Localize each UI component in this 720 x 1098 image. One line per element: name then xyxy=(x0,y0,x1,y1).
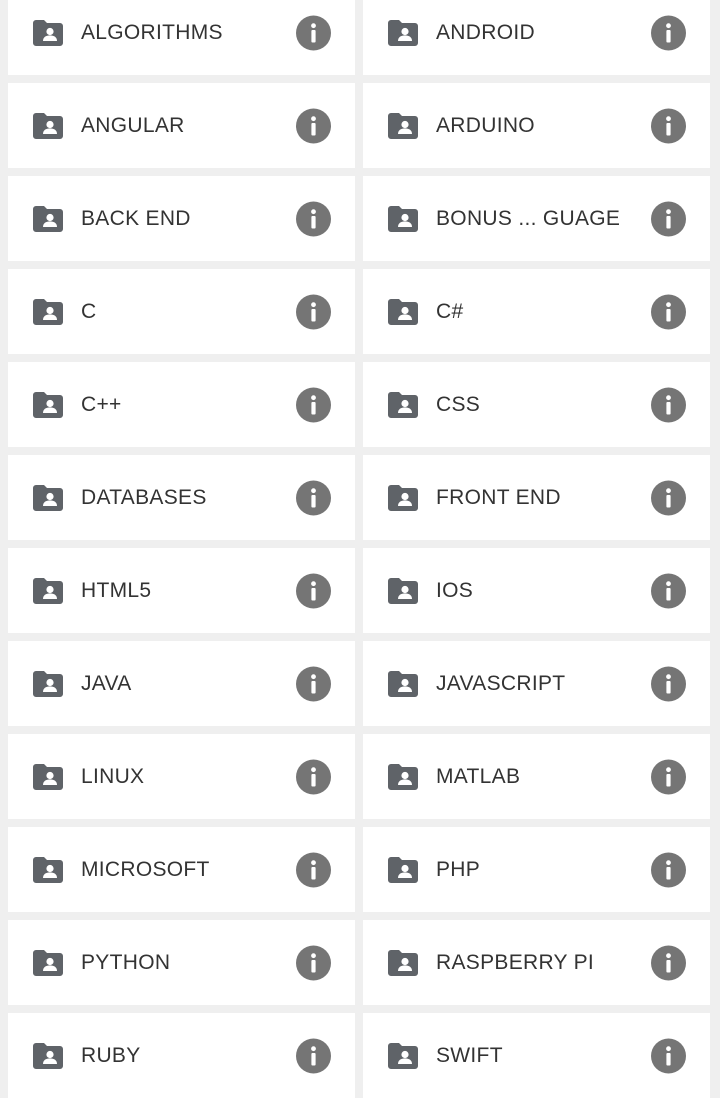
folder-name: MICROSOFT xyxy=(81,857,210,881)
folder-tile[interactable]: FRONT END xyxy=(363,455,710,540)
folder-tile[interactable]: MATLAB xyxy=(363,734,710,819)
folder-name: PHP xyxy=(436,857,481,881)
info-icon[interactable] xyxy=(651,852,686,887)
folder-tile[interactable]: MICROSOFT xyxy=(8,827,355,912)
folder-tile[interactable]: IOS xyxy=(363,548,710,633)
folder-tile[interactable]: ARDUINO xyxy=(363,83,710,168)
folder-name: FRONT END xyxy=(436,485,561,509)
info-icon[interactable] xyxy=(296,294,331,329)
folder-tile[interactable]: HTML5 xyxy=(8,548,355,633)
folder-name: ARDUINO xyxy=(436,113,535,137)
info-icon[interactable] xyxy=(651,1038,686,1073)
folder-name: DATABASES xyxy=(81,485,207,509)
folder-name: ALGORITHMS xyxy=(81,20,223,44)
folder-tile[interactable]: PYTHON xyxy=(8,920,355,1005)
shared-folder-icon xyxy=(33,484,63,511)
folder-name: SWIFT xyxy=(436,1043,503,1067)
info-icon[interactable] xyxy=(296,15,331,50)
shared-folder-icon xyxy=(33,298,63,325)
info-icon[interactable] xyxy=(651,945,686,980)
folder-tile[interactable]: C# xyxy=(363,269,710,354)
shared-folder-icon xyxy=(388,298,418,325)
folder-tile[interactable]: JAVA xyxy=(8,641,355,726)
info-icon[interactable] xyxy=(651,201,686,236)
shared-folder-icon xyxy=(388,19,418,46)
folder-name: BACK END xyxy=(81,206,191,230)
info-icon[interactable] xyxy=(296,108,331,143)
info-icon[interactable] xyxy=(651,294,686,329)
folder-tile[interactable]: C++ xyxy=(8,362,355,447)
shared-folder-icon xyxy=(388,391,418,418)
folder-tile[interactable]: BONUS ... GUAGE xyxy=(363,176,710,261)
info-icon[interactable] xyxy=(296,852,331,887)
info-icon[interactable] xyxy=(651,15,686,50)
shared-folder-icon xyxy=(388,112,418,139)
shared-folder-icon xyxy=(388,577,418,604)
folder-tile[interactable]: ANGULAR xyxy=(8,83,355,168)
info-icon[interactable] xyxy=(296,945,331,980)
shared-folder-icon xyxy=(33,577,63,604)
shared-folder-icon xyxy=(33,1042,63,1069)
shared-folder-icon xyxy=(33,670,63,697)
info-icon[interactable] xyxy=(296,666,331,701)
info-icon[interactable] xyxy=(296,387,331,422)
info-icon[interactable] xyxy=(296,1038,331,1073)
info-icon[interactable] xyxy=(296,759,331,794)
folder-name: MATLAB xyxy=(436,764,521,788)
info-icon[interactable] xyxy=(296,573,331,608)
folder-tile[interactable]: RUBY xyxy=(8,1013,355,1098)
shared-folder-icon xyxy=(33,112,63,139)
info-icon[interactable] xyxy=(651,480,686,515)
info-icon[interactable] xyxy=(651,666,686,701)
shared-folder-icon xyxy=(33,763,63,790)
shared-folder-icon xyxy=(388,1042,418,1069)
folder-name: RASPBERRY PI xyxy=(436,950,595,974)
shared-folder-icon xyxy=(33,856,63,883)
folder-name: JAVASCRIPT xyxy=(436,671,566,695)
shared-folder-icon xyxy=(388,205,418,232)
folder-name: IOS xyxy=(436,578,474,602)
folder-name: CSS xyxy=(436,392,481,416)
info-icon[interactable] xyxy=(651,759,686,794)
folder-tile[interactable]: SWIFT xyxy=(363,1013,710,1098)
info-icon[interactable] xyxy=(651,387,686,422)
folder-name: RUBY xyxy=(81,1043,141,1067)
info-icon[interactable] xyxy=(651,573,686,608)
info-icon[interactable] xyxy=(296,480,331,515)
folder-name: ANGULAR xyxy=(81,113,185,137)
folder-name: HTML5 xyxy=(81,578,152,602)
folder-tile[interactable]: ALGORITHMS xyxy=(8,0,355,75)
folder-tile[interactable]: CSS xyxy=(363,362,710,447)
info-icon[interactable] xyxy=(651,108,686,143)
folder-name: C++ xyxy=(81,392,122,416)
shared-folder-icon xyxy=(388,670,418,697)
folder-tile[interactable]: JAVASCRIPT xyxy=(363,641,710,726)
shared-folder-icon xyxy=(388,763,418,790)
folder-name: BONUS ... GUAGE xyxy=(436,206,621,230)
shared-folder-icon xyxy=(33,205,63,232)
folder-tile[interactable]: DATABASES xyxy=(8,455,355,540)
folder-name: C xyxy=(81,299,97,323)
folder-name: LINUX xyxy=(81,764,145,788)
shared-folder-icon xyxy=(33,391,63,418)
folder-name: JAVA xyxy=(81,671,132,695)
folder-name: ANDROID xyxy=(436,20,535,44)
folder-tile[interactable]: BACK END xyxy=(8,176,355,261)
shared-folder-icon xyxy=(33,949,63,976)
shared-folder-icon xyxy=(388,856,418,883)
folder-name: PYTHON xyxy=(81,950,171,974)
folder-tile[interactable]: ANDROID xyxy=(363,0,710,75)
folder-tile[interactable]: C xyxy=(8,269,355,354)
folder-tile[interactable]: PHP xyxy=(363,827,710,912)
info-icon[interactable] xyxy=(296,201,331,236)
shared-folder-icon xyxy=(388,949,418,976)
folder-tile[interactable]: LINUX xyxy=(8,734,355,819)
shared-folder-icon xyxy=(33,19,63,46)
folder-name: C# xyxy=(436,299,464,323)
folder-tile[interactable]: RASPBERRY PI xyxy=(363,920,710,1005)
shared-folder-icon xyxy=(388,484,418,511)
